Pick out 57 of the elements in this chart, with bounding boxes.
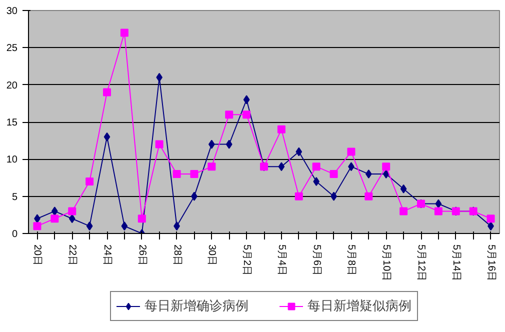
y-tick-label: 0 — [12, 229, 18, 240]
point — [242, 110, 251, 119]
point — [486, 214, 495, 223]
point — [296, 147, 302, 156]
point — [103, 88, 111, 96]
point — [155, 140, 164, 148]
x-tick-label: 5月8日 — [346, 244, 357, 276]
point — [278, 162, 285, 172]
point — [138, 214, 146, 223]
point — [347, 148, 356, 156]
y-tick-label: 5 — [12, 192, 18, 203]
point — [226, 140, 232, 149]
point — [435, 199, 442, 208]
point — [400, 184, 407, 194]
point — [33, 222, 42, 230]
point — [434, 207, 442, 216]
point — [68, 207, 76, 216]
point — [121, 222, 128, 231]
x-tick-label: 5月6日 — [310, 244, 322, 276]
point — [294, 192, 303, 200]
x-tick-label: 20日 — [32, 244, 43, 266]
y-tick-label: 20 — [6, 80, 18, 92]
point — [86, 222, 93, 231]
x-tick-label: 5月10日 — [380, 244, 392, 282]
x-tick-label: 5月12日 — [416, 244, 426, 282]
point — [364, 192, 373, 200]
point — [120, 28, 128, 37]
y-tick-label: 30 — [6, 6, 18, 17]
point — [190, 170, 198, 178]
point — [172, 170, 181, 178]
point — [243, 95, 250, 104]
x-tick-label: 30日 — [206, 244, 218, 266]
legend-label: 每日新增疑似病例 — [308, 297, 412, 315]
point — [50, 214, 59, 223]
y-tick-label: 25 — [6, 43, 18, 54]
legend-label: 每日新增确诊病例 — [144, 297, 248, 315]
x-tick-label: 5月16日 — [485, 244, 496, 282]
point — [400, 207, 408, 216]
point — [86, 177, 94, 186]
y-tick-label: 15 — [6, 118, 18, 128]
x-tick-label: 24日 — [102, 244, 112, 266]
x-tick-label: 28日 — [171, 244, 182, 266]
point — [208, 162, 216, 171]
x-tick-label: 26日 — [136, 244, 148, 266]
point — [382, 162, 390, 171]
x-tick-label: 5月14日 — [450, 244, 462, 282]
point — [225, 110, 234, 119]
point — [104, 132, 110, 142]
x-tick-label: 5月4日 — [276, 244, 287, 276]
x-tick-label: 5月2日 — [241, 244, 252, 276]
point — [68, 214, 76, 224]
x-tick-label: 22日 — [66, 244, 78, 266]
point — [277, 125, 286, 134]
point — [312, 162, 320, 171]
point — [330, 170, 338, 178]
point — [382, 170, 390, 179]
y-tick-label: 10 — [6, 154, 18, 166]
